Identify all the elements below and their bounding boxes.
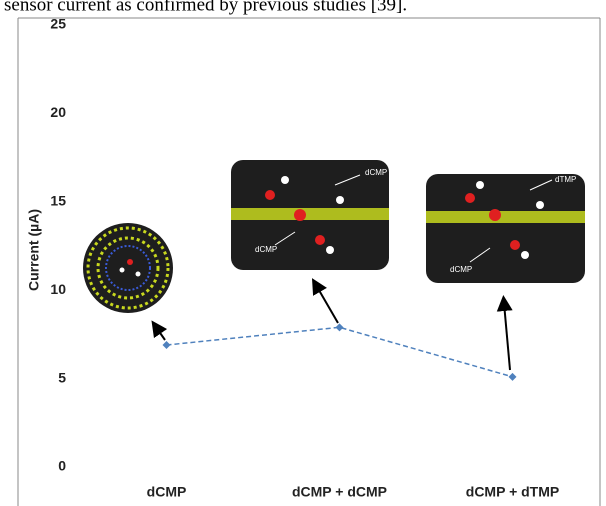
y-tick-label: 20	[50, 104, 66, 120]
y-tick-label: 25	[50, 16, 66, 32]
arrow	[316, 285, 338, 323]
y-tick-label: 5	[58, 369, 66, 385]
arrow	[504, 303, 510, 370]
chart: sensor current as confirmed by previous …	[0, 0, 606, 506]
context-text: sensor current as confirmed by previous …	[4, 0, 407, 15]
data-point	[163, 341, 171, 349]
inset-label: dCMP	[450, 265, 472, 274]
y-tick-label: 15	[50, 193, 66, 209]
inset-label: dCMP	[255, 245, 277, 254]
x-tick-label: dCMP + dCMP	[292, 484, 387, 500]
inset-pore	[83, 223, 173, 313]
data-point	[336, 323, 344, 331]
x-tick-label: dCMP	[147, 484, 187, 500]
inset-dcmp-dtmp: dTMP dCMP	[426, 174, 585, 283]
arrow	[156, 327, 165, 340]
inset-dcmp-dcmp: dCMP dCMP	[231, 160, 389, 270]
x-tick-label: dCMP + dTMP	[466, 484, 559, 500]
y-axis-label: Current (µA)	[26, 209, 42, 291]
y-tick-label: 10	[50, 281, 66, 297]
data-line	[167, 327, 513, 377]
data-point	[509, 373, 517, 381]
inset-label: dTMP	[555, 175, 576, 184]
page: {"context_text": "sensor current as conf…	[0, 0, 606, 506]
inset-label: dCMP	[365, 168, 387, 177]
y-tick-label: 0	[58, 458, 66, 474]
